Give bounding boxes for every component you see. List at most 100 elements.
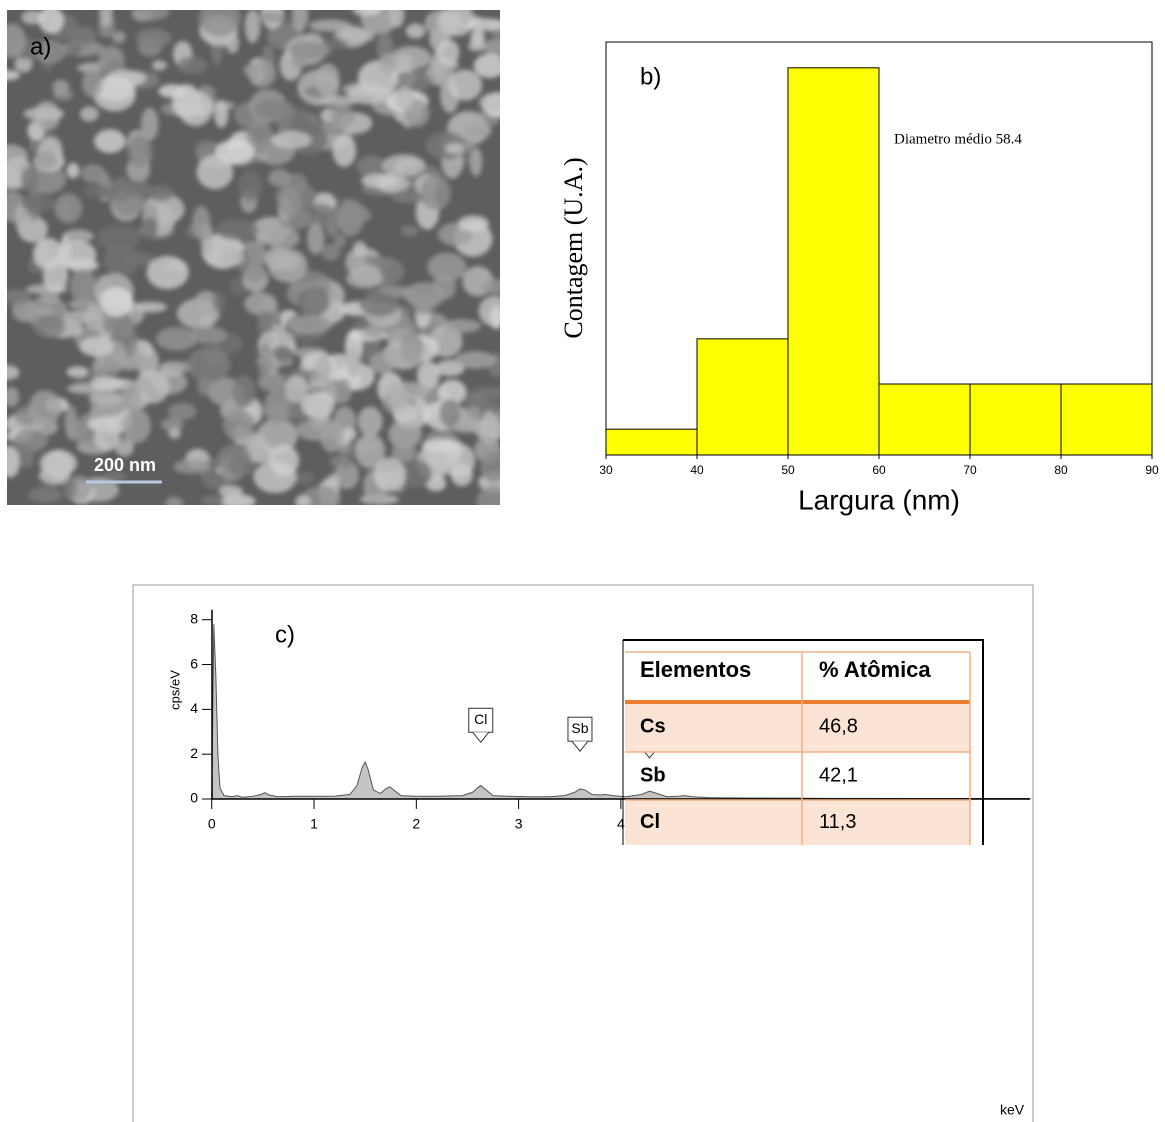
grain [272,345,293,360]
grain [213,292,225,312]
grain [28,487,63,503]
table-cell: 42,1 [819,764,858,786]
grain [70,269,95,304]
grain [330,456,348,467]
grain [296,471,314,484]
grain [226,32,239,53]
grain [274,252,300,271]
grain [455,351,497,368]
grain [168,428,180,439]
grain [223,409,255,441]
grain [469,147,482,176]
grain [82,68,102,97]
grain [244,292,277,315]
grain [122,382,141,412]
grain [490,306,504,329]
grain [103,244,139,276]
grain [374,457,406,492]
grain [382,154,426,176]
table-cell: 11,3 [819,811,856,833]
grain [168,403,196,420]
figure: a) 200 nm b) Diametro médio 58.4 Largura… [0,0,1165,1122]
grain [442,319,481,333]
grain [451,463,473,486]
grain [245,264,267,282]
x-tick-label: 70 [963,463,977,477]
grain [189,105,207,116]
grain [396,86,414,110]
grain [316,355,332,381]
grain [346,269,384,288]
grain [420,175,451,210]
grain [330,106,355,129]
y-tick-label: 4 [190,700,198,716]
grain [268,169,291,187]
bar [788,68,879,455]
grain [142,217,158,239]
grain [297,288,329,317]
grain [199,0,241,36]
x-tick-label: 0 [208,816,216,832]
grain [89,391,127,404]
grain [264,405,290,415]
grain [33,238,63,270]
grain [353,241,367,256]
grain [177,56,207,74]
table-header: % Atômica [819,657,931,682]
grain [100,287,132,317]
grain [248,59,276,87]
grain [84,305,103,330]
grain [379,54,397,75]
grain [122,409,150,444]
grain [136,28,171,48]
grain [315,63,340,96]
bar [970,384,1061,455]
grain [215,139,254,164]
grain [387,382,429,400]
grain [338,28,375,43]
grain [253,100,296,120]
x-tick-label: 80 [1054,463,1068,477]
grain [445,143,464,154]
grain [29,390,62,426]
grain [239,170,263,201]
grain [369,352,395,373]
peak-pointer [473,732,489,742]
x-tick-label: 60 [872,463,886,477]
x-tick-label: 30 [599,463,613,477]
table-cell: Sb [640,764,666,786]
grain [125,181,151,198]
grain [284,375,308,402]
y-axis-label: cps/eV [167,670,182,710]
y-tick-label: 6 [190,655,198,671]
grain [141,108,158,141]
grain [21,167,39,192]
grain [266,227,299,249]
grain [63,478,76,500]
y-tick-label: 8 [190,610,198,626]
grain [319,95,359,106]
panel-label: b) [640,63,661,90]
x-axis-label: keV [1000,1102,1025,1118]
grain [289,315,332,334]
grain [21,194,55,212]
grain [336,378,351,403]
grain [228,456,256,476]
grain [112,31,125,43]
grain [219,485,243,497]
grain [4,387,19,407]
grain [437,39,460,66]
grain [83,185,111,199]
x-tick-label: 40 [690,463,704,477]
grain [480,451,507,482]
grain [187,347,230,383]
grain [458,215,489,232]
x-tick-label: 90 [1145,463,1159,477]
grain [479,93,506,111]
grain [295,495,310,509]
grain [52,80,69,94]
grain [80,337,115,357]
table-row [625,800,970,845]
grain [258,343,272,379]
grain [401,226,418,237]
